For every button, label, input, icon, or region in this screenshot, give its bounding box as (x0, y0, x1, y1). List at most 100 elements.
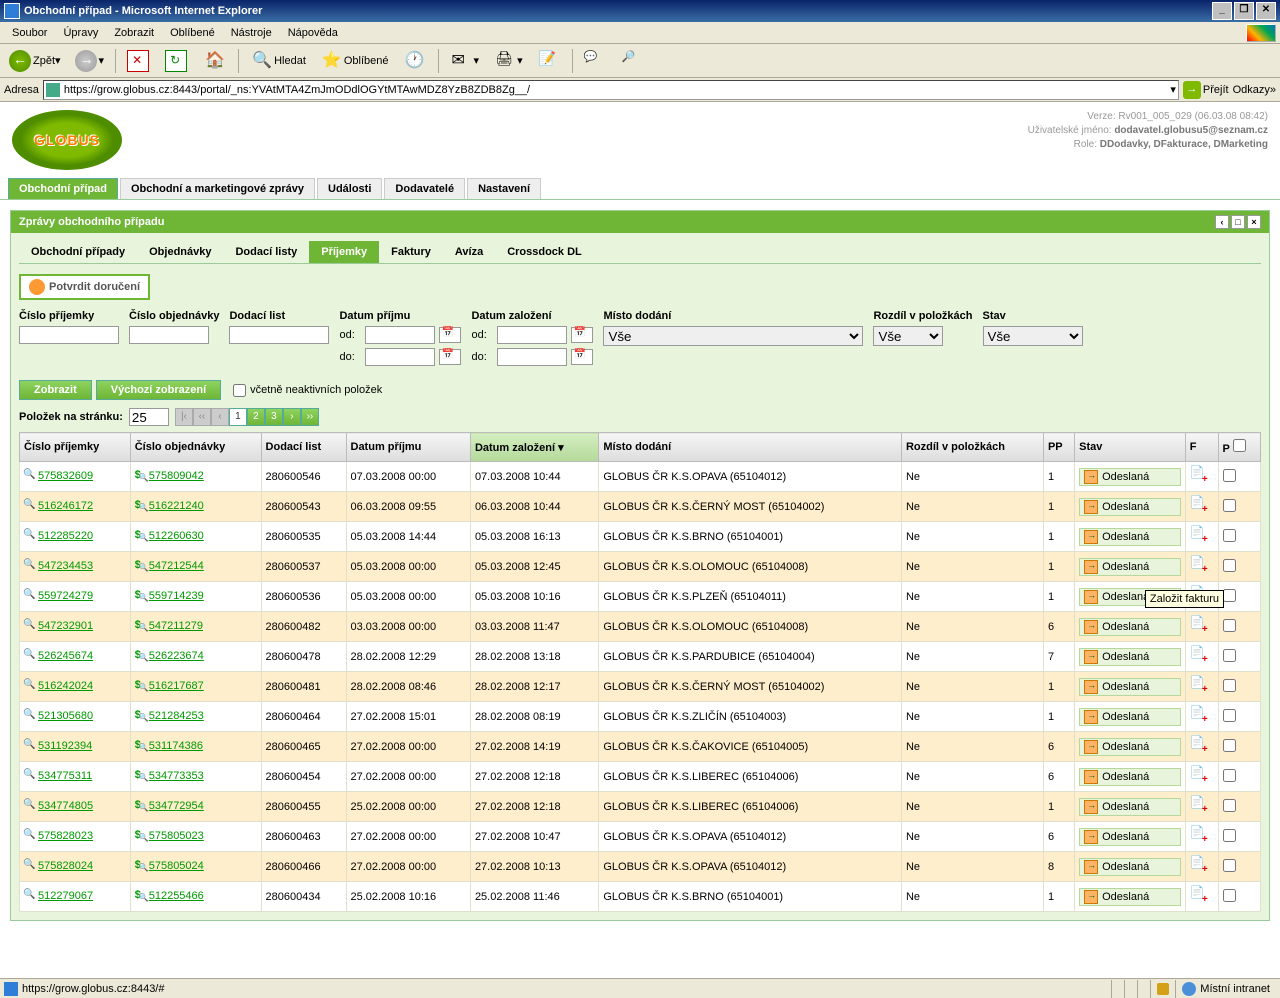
url-dropdown[interactable]: ▾ (1170, 83, 1176, 96)
magnify-icon[interactable] (24, 801, 36, 813)
row-checkbox[interactable] (1223, 859, 1236, 872)
magnify-icon[interactable] (24, 591, 36, 603)
maximize-button[interactable]: ❐ (1234, 2, 1254, 20)
page-2-button[interactable]: 2 (247, 408, 265, 426)
magnify-icon[interactable] (24, 711, 36, 723)
receipt-link[interactable]: 512279067 (38, 890, 93, 902)
first-page-button[interactable]: |‹ (175, 408, 193, 426)
main-tab[interactable]: Obchodní případ (8, 178, 118, 199)
confirm-delivery-button[interactable]: Potvrdit doručení (19, 274, 150, 300)
magnify-icon[interactable] (24, 501, 36, 513)
money-magnify-icon[interactable] (135, 711, 147, 723)
panel-min-button[interactable]: ‹ (1215, 215, 1229, 229)
date-to-input[interactable] (365, 348, 435, 366)
default-view-button[interactable]: Výchozí zobrazení (96, 380, 221, 400)
money-magnify-icon[interactable] (135, 591, 147, 603)
col-header[interactable]: P (1218, 433, 1260, 462)
calendar-icon[interactable] (439, 349, 461, 365)
money-magnify-icon[interactable] (135, 861, 147, 873)
calendar-icon[interactable] (571, 327, 593, 343)
row-checkbox[interactable] (1223, 559, 1236, 572)
magnify-icon[interactable] (24, 531, 36, 543)
favorites-button[interactable]: Oblíbené (315, 47, 394, 75)
row-checkbox[interactable] (1223, 769, 1236, 782)
order-link[interactable]: 512260630 (149, 530, 204, 542)
diff-select[interactable]: Vše (873, 326, 943, 346)
col-header[interactable]: Dodací list (261, 433, 346, 462)
created-from-input[interactable] (497, 326, 567, 344)
menu-item[interactable]: Nápověda (280, 25, 346, 41)
col-header[interactable]: Rozdíl v položkách (901, 433, 1043, 462)
row-checkbox[interactable] (1223, 799, 1236, 812)
receipt-link[interactable]: 531192394 (38, 740, 92, 752)
menu-item[interactable]: Nástroje (223, 25, 280, 41)
main-tab[interactable]: Nastavení (467, 178, 541, 199)
order-number-input[interactable] (129, 326, 209, 344)
sub-tab[interactable]: Objednávky (137, 241, 223, 263)
forward-button[interactable]: ▾ (70, 47, 110, 75)
magnify-icon[interactable] (24, 891, 36, 903)
stop-button[interactable] (122, 47, 156, 75)
money-magnify-icon[interactable] (135, 891, 147, 903)
col-header[interactable]: Číslo příjemky (20, 433, 131, 462)
col-header[interactable]: Datum příjmu (346, 433, 470, 462)
magnify-icon[interactable] (24, 651, 36, 663)
row-checkbox[interactable] (1223, 529, 1236, 542)
order-link[interactable]: 559714239 (149, 590, 204, 602)
sub-tab[interactable]: Příjemky (309, 241, 379, 263)
col-header[interactable]: Číslo objednávky (130, 433, 261, 462)
create-invoice-icon[interactable] (1190, 647, 1206, 663)
main-tab[interactable]: Obchodní a marketingové zprávy (120, 178, 315, 199)
menu-item[interactable]: Soubor (4, 25, 55, 41)
mail-button[interactable]: ▾ (445, 47, 485, 75)
money-magnify-icon[interactable] (135, 651, 147, 663)
create-invoice-icon[interactable] (1190, 827, 1206, 843)
back-button[interactable]: Zpět ▾ (4, 47, 66, 75)
row-checkbox[interactable] (1223, 889, 1236, 902)
magnify-icon[interactable] (24, 861, 36, 873)
create-invoice-icon[interactable] (1190, 737, 1206, 753)
row-checkbox[interactable] (1223, 619, 1236, 632)
calendar-icon[interactable] (571, 349, 593, 365)
row-checkbox[interactable] (1223, 649, 1236, 662)
research-button[interactable]: 🔎 (617, 47, 651, 75)
receipt-link[interactable]: 575828023 (38, 830, 93, 842)
receipt-number-input[interactable] (19, 326, 119, 344)
money-magnify-icon[interactable] (135, 771, 147, 783)
close-button[interactable]: ✕ (1256, 2, 1276, 20)
order-link[interactable]: 521284253 (149, 710, 204, 722)
search-button[interactable]: Hledat (245, 47, 311, 75)
money-magnify-icon[interactable] (135, 561, 147, 573)
magnify-icon[interactable] (24, 621, 36, 633)
money-magnify-icon[interactable] (135, 621, 147, 633)
row-checkbox[interactable] (1223, 469, 1236, 482)
order-link[interactable]: 575805024 (149, 860, 204, 872)
create-invoice-icon[interactable] (1190, 557, 1206, 573)
sub-tab[interactable]: Crossdock DL (495, 241, 594, 263)
create-invoice-icon[interactable] (1190, 677, 1206, 693)
menu-item[interactable]: Oblíbené (162, 25, 223, 41)
perpage-input[interactable] (129, 408, 169, 426)
receipt-link[interactable]: 512285220 (38, 530, 93, 542)
select-all-checkbox[interactable] (1233, 439, 1246, 452)
print-button[interactable]: ▾ (488, 47, 528, 75)
col-header[interactable]: Stav (1075, 433, 1186, 462)
page-1-button[interactable]: 1 (229, 408, 247, 426)
order-link[interactable]: 526223674 (149, 650, 204, 662)
magnify-icon[interactable] (24, 561, 36, 573)
order-link[interactable]: 534773353 (149, 770, 204, 782)
magnify-icon[interactable] (24, 471, 36, 483)
row-checkbox[interactable] (1223, 829, 1236, 842)
receipt-link[interactable]: 526245674 (38, 650, 93, 662)
panel-max-button[interactable]: □ (1231, 215, 1245, 229)
money-magnify-icon[interactable] (135, 741, 147, 753)
receipt-link[interactable]: 516242024 (38, 680, 93, 692)
main-tab[interactable]: Dodavatelé (384, 178, 465, 199)
money-magnify-icon[interactable] (135, 501, 147, 513)
links-button[interactable]: Odkazy (1233, 84, 1270, 96)
sub-tab[interactable]: Dodací listy (223, 241, 309, 263)
create-invoice-icon[interactable] (1190, 887, 1206, 903)
money-magnify-icon[interactable] (135, 531, 147, 543)
order-link[interactable]: 575805023 (149, 830, 204, 842)
money-magnify-icon[interactable] (135, 831, 147, 843)
